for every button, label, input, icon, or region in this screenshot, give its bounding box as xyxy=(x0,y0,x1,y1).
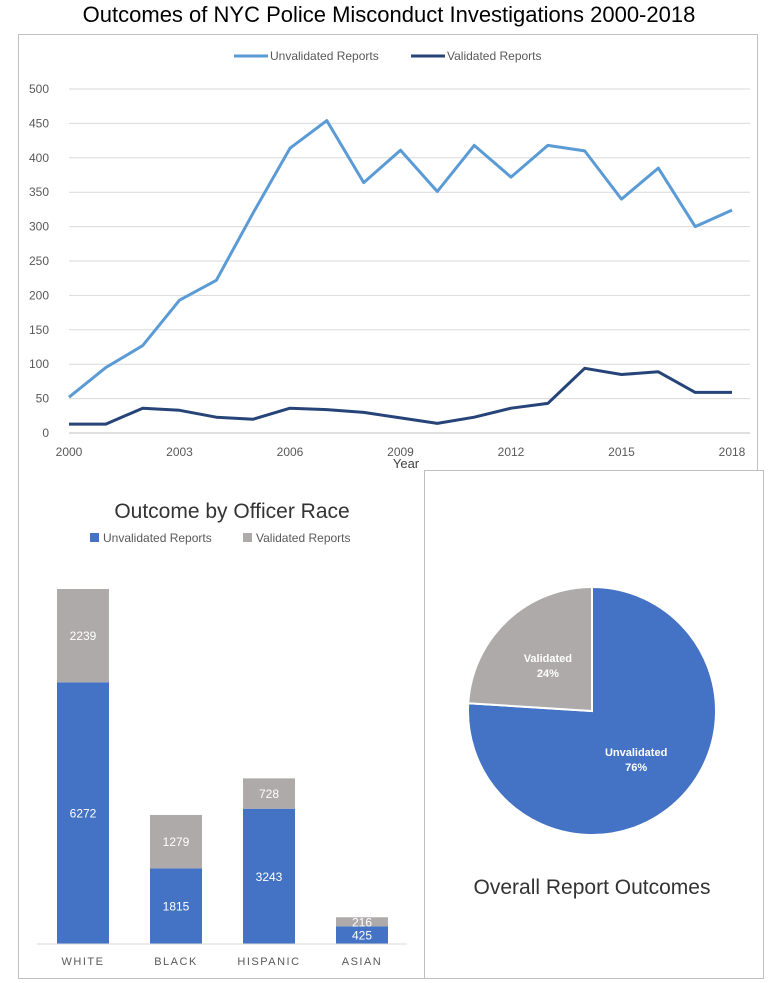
bar-white-unvalidated xyxy=(57,682,109,944)
bar-data-label: 728 xyxy=(259,787,279,801)
bar-data-label: 216 xyxy=(352,915,372,929)
x-tick-label: 2006 xyxy=(277,445,304,459)
bar-black-unvalidated xyxy=(150,868,202,944)
legend-label: Validated Reports xyxy=(256,531,351,545)
y-tick-label: 250 xyxy=(29,254,49,268)
bar-data-label: 425 xyxy=(352,929,372,943)
x-tick-label: 2000 xyxy=(56,445,83,459)
bar-hispanic-validated xyxy=(243,778,295,809)
legend-swatch xyxy=(243,533,252,542)
y-tick-label: 50 xyxy=(36,392,50,406)
bar-data-label: 3243 xyxy=(256,870,283,884)
pie-slice-label: Unvalidated xyxy=(605,747,667,759)
bar-asian-unvalidated xyxy=(336,926,388,944)
y-tick-label: 300 xyxy=(29,220,49,234)
category-label: WHITE xyxy=(62,956,105,968)
series-line-unvalidated xyxy=(68,119,733,399)
pie-chart: Unvalidated 76% Validated 24% Overall Report… xyxy=(467,585,717,899)
y-tick-label: 150 xyxy=(29,323,49,337)
x-tick-label: 2018 xyxy=(719,445,746,459)
y-tick-label: 350 xyxy=(29,185,49,199)
x-axis-label: Year xyxy=(393,456,420,471)
bar-hispanic-unvalidated xyxy=(243,808,295,944)
bar-black-validated xyxy=(150,814,202,869)
pie-slice-unvalidated xyxy=(467,585,717,836)
y-tick-label: 500 xyxy=(29,82,49,96)
bar-chart-panel: Outcome by Officer Race Unvalidated Repor… xyxy=(18,468,424,979)
main-title: Outcomes of NYC Police Misconduct Invest… xyxy=(82,2,696,27)
x-tick-label: 2012 xyxy=(498,445,525,459)
legend-swatch xyxy=(90,533,99,542)
x-tick-label: 2009 xyxy=(387,445,414,459)
legend-label: Validated Reports xyxy=(447,49,542,63)
y-tick-label: 100 xyxy=(29,357,49,371)
pie-chart-title: Overall Report Outcomes xyxy=(474,876,711,899)
bar-asian-validated xyxy=(336,917,388,927)
line-chart-panel: 0 50 100 150 200 250 300 350 400 450 500 2000 2003 20… xyxy=(18,34,758,471)
pie-chart-panel: Unvalidated 76% Validated 24% Overall Report… xyxy=(424,470,764,979)
y-tick-label: 200 xyxy=(29,288,49,302)
category-label: BLACK xyxy=(154,956,198,968)
category-label: HISPANIC xyxy=(237,956,300,968)
line-chart: 0 50 100 150 200 250 300 350 400 450 500 2000 2003 20… xyxy=(29,49,750,471)
bar-chart-title: Outcome by Officer Race xyxy=(114,500,349,523)
category-label: ASIAN xyxy=(342,956,383,968)
x-tick-label: 2003 xyxy=(166,445,193,459)
y-tick-label: 0 xyxy=(42,426,49,440)
bar-chart: Outcome by Officer Race Unvalidated Repor… xyxy=(37,500,407,968)
legend-label: Unvalidated Reports xyxy=(103,531,212,545)
bar-data-label: 6272 xyxy=(70,807,97,821)
legend-label: Unvalidated Reports xyxy=(270,49,379,63)
pie-slice-percent: 24% xyxy=(537,668,559,680)
y-tick-label: 400 xyxy=(29,151,49,165)
pie-slice-validated xyxy=(467,585,593,713)
bar-data-label: 2239 xyxy=(70,629,97,643)
pie-slice-percent: 76% xyxy=(625,762,647,774)
bar-data-label: 1815 xyxy=(163,900,190,914)
y-tick-label: 450 xyxy=(29,116,49,130)
bar-white-validated xyxy=(57,589,109,683)
pie-slice-label: Validated xyxy=(524,653,572,665)
bar-data-label: 1279 xyxy=(163,835,190,849)
x-tick-label: 2015 xyxy=(608,445,635,459)
series-line-validated xyxy=(69,366,732,426)
